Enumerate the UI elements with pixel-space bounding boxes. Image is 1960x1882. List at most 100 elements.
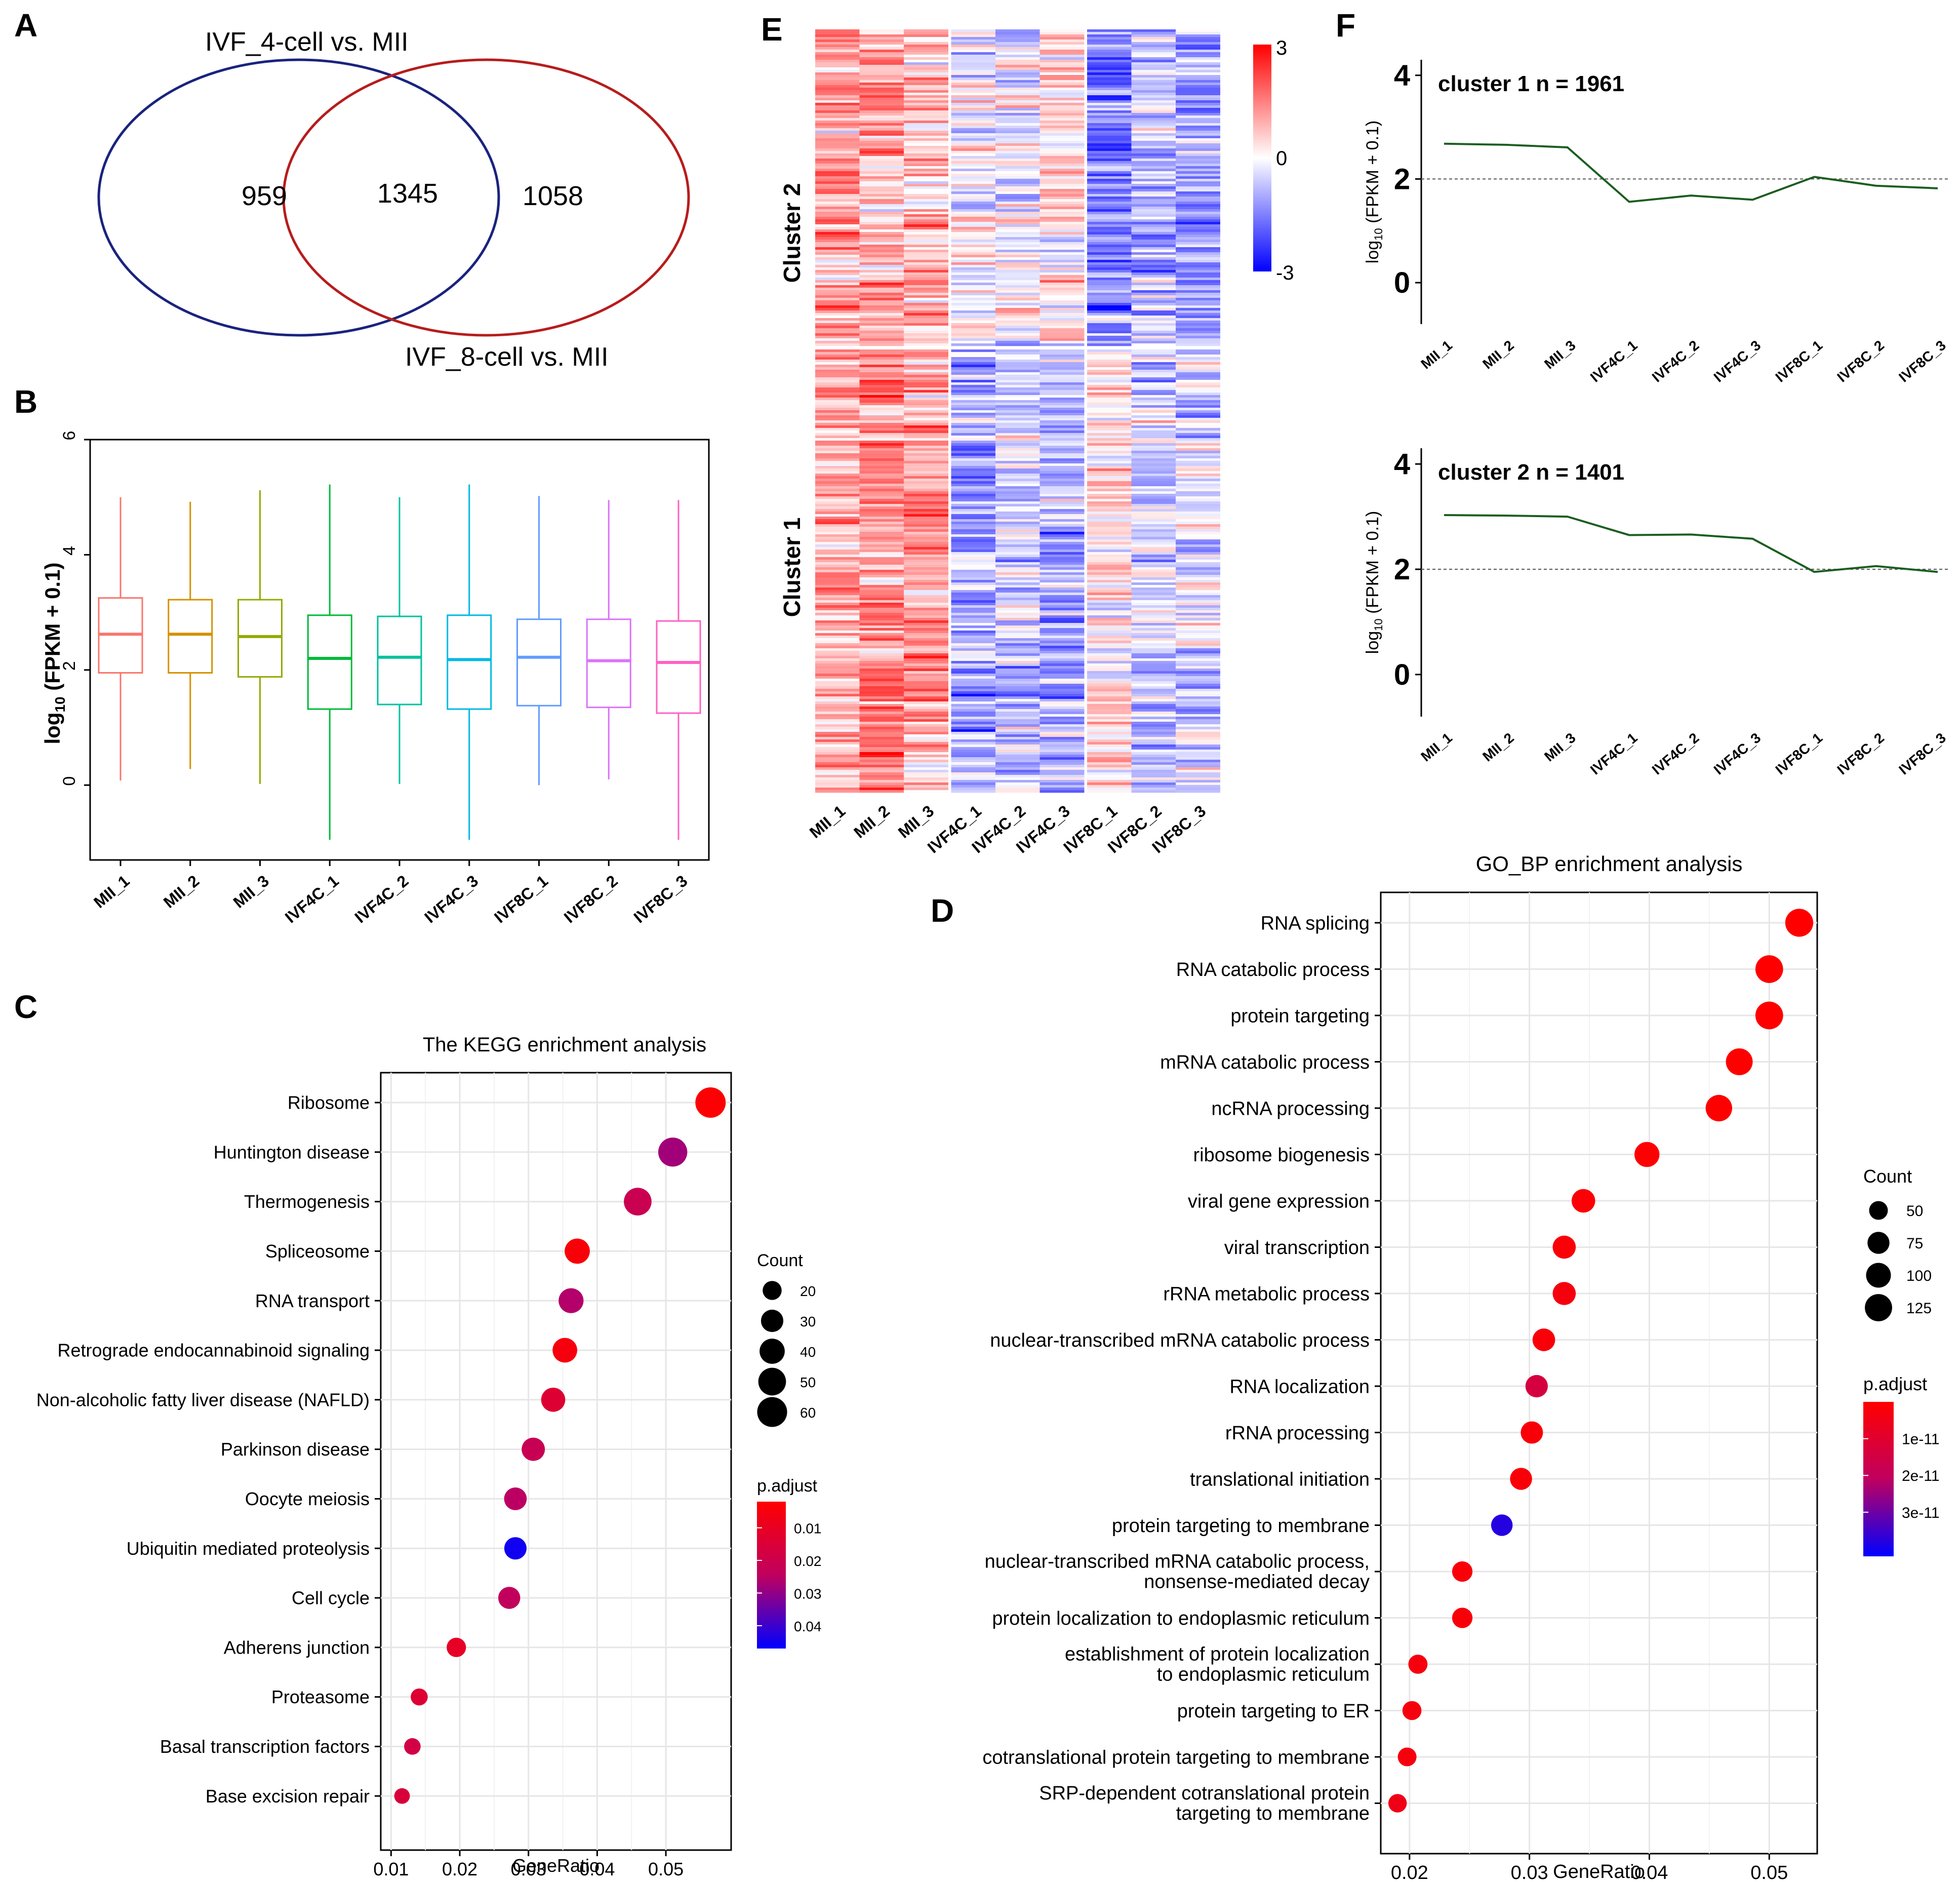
heatmap-cell bbox=[815, 357, 860, 360]
heatmap-cell bbox=[815, 393, 860, 396]
heatmap-cell bbox=[1087, 280, 1132, 283]
line-chart-x-tick-label: MII_3 bbox=[1541, 730, 1579, 765]
heatmap-cell bbox=[1087, 550, 1132, 553]
heatmap-cell bbox=[1087, 456, 1132, 459]
heatmap-cell bbox=[1131, 372, 1176, 375]
heatmap-cell bbox=[951, 527, 996, 530]
heatmap-cell bbox=[1176, 560, 1220, 563]
heatmap-cell bbox=[1176, 257, 1220, 260]
heatmap-cell bbox=[859, 164, 904, 167]
heatmap-cell bbox=[904, 70, 948, 73]
heatmap-cell bbox=[1087, 303, 1132, 306]
heatmap-cell bbox=[904, 428, 948, 431]
heatmap-cell bbox=[859, 333, 904, 336]
heatmap-cell bbox=[859, 189, 904, 192]
heatmap-cell bbox=[904, 362, 948, 365]
heatmap-cell bbox=[1176, 199, 1220, 202]
heatmap-cell bbox=[1131, 420, 1176, 423]
heatmap-cell bbox=[1039, 712, 1085, 715]
heatmap-cell bbox=[904, 298, 948, 301]
line-chart-y-tick-label: 0 bbox=[1394, 658, 1410, 691]
heatmap-cell bbox=[815, 433, 860, 436]
heatmap-cell bbox=[1131, 466, 1176, 469]
heatmap-cell bbox=[995, 257, 1040, 260]
heatmap-cell bbox=[815, 380, 860, 383]
heatmap-cell bbox=[1131, 762, 1176, 765]
heatmap-cell bbox=[1087, 539, 1132, 542]
heatmap-cell bbox=[1039, 772, 1085, 775]
heatmap-cell bbox=[859, 625, 904, 629]
heatmap-cell bbox=[951, 512, 996, 515]
heatmap-cell bbox=[904, 501, 948, 504]
heatmap-cell bbox=[859, 620, 904, 623]
heatmap-cell bbox=[859, 663, 904, 666]
heatmap-cell bbox=[904, 709, 948, 712]
heatmap-cell bbox=[859, 267, 904, 270]
heatmap-cell bbox=[859, 93, 904, 96]
heatmap-cell bbox=[951, 377, 996, 380]
heatmap-cell bbox=[859, 430, 904, 434]
heatmap-cell bbox=[904, 463, 948, 466]
heatmap-cell bbox=[1131, 209, 1176, 212]
heatmap-cell bbox=[815, 582, 860, 585]
heatmap-cell bbox=[815, 242, 860, 245]
heatmap-cell bbox=[1176, 717, 1220, 720]
heatmap-cell bbox=[904, 775, 948, 778]
heatmap-cell bbox=[1039, 47, 1085, 50]
heatmap-cell bbox=[1087, 115, 1132, 119]
heatmap-cell bbox=[951, 732, 996, 735]
heatmap-cell bbox=[1087, 648, 1132, 651]
heatmap-cell bbox=[1087, 257, 1132, 260]
heatmap-cell bbox=[1176, 430, 1220, 434]
heatmap-cell bbox=[815, 562, 860, 565]
heatmap-cell bbox=[815, 214, 860, 217]
heatmap-cell bbox=[995, 539, 1040, 542]
heatmap-cell bbox=[1087, 405, 1132, 408]
heatmap-cell bbox=[815, 550, 860, 553]
heatmap-cell bbox=[859, 77, 904, 81]
heatmap-cell bbox=[1087, 240, 1132, 243]
heatmap-cell bbox=[1039, 608, 1085, 611]
heatmap-cell bbox=[904, 191, 948, 194]
heatmap-cell bbox=[815, 141, 860, 144]
heatmap-cell bbox=[995, 436, 1040, 439]
heatmap-cell bbox=[1176, 729, 1220, 732]
heatmap-cell bbox=[951, 110, 996, 113]
heatmap-cell bbox=[1039, 222, 1085, 225]
heatmap-cell bbox=[995, 448, 1040, 451]
heatmap-cell bbox=[904, 47, 948, 50]
heatmap-cell bbox=[1087, 217, 1132, 220]
heatmap-cell bbox=[815, 625, 860, 629]
heatmap-cell bbox=[1039, 603, 1085, 606]
heatmap-cell bbox=[859, 691, 904, 694]
heatmap-cell bbox=[815, 532, 860, 535]
heatmap-cell bbox=[951, 390, 996, 393]
heatmap-cell bbox=[904, 265, 948, 268]
heatmap-cell bbox=[951, 171, 996, 174]
heatmap-cell bbox=[1131, 504, 1176, 507]
heatmap-cell bbox=[1039, 70, 1085, 73]
heatmap-cell bbox=[815, 328, 860, 331]
heatmap-cell bbox=[1176, 739, 1220, 742]
heatmap-cell bbox=[951, 257, 996, 260]
heatmap-cell bbox=[951, 95, 996, 98]
heatmap-cell bbox=[995, 433, 1040, 436]
heatmap-cell bbox=[1131, 115, 1176, 119]
heatmap-cell bbox=[1131, 780, 1176, 783]
heatmap-cell bbox=[904, 552, 948, 555]
heatmap-cell bbox=[951, 572, 996, 575]
heatmap-cell bbox=[1087, 191, 1132, 194]
heatmap-cell bbox=[1039, 186, 1085, 189]
heatmap-cell bbox=[1087, 512, 1132, 515]
heatmap-cell bbox=[1039, 110, 1085, 113]
heatmap-cell bbox=[1131, 544, 1176, 547]
heatmap-cell bbox=[859, 204, 904, 207]
heatmap-cell bbox=[951, 156, 996, 159]
heatmap-cell bbox=[995, 174, 1040, 177]
heatmap-cell bbox=[1131, 321, 1176, 324]
kegg-title: The KEGG enrichment analysis bbox=[423, 1034, 706, 1056]
line-chart-x-tick-label: IVF4C_1 bbox=[1587, 337, 1641, 385]
heatmap-cell bbox=[951, 232, 996, 235]
heatmap-cell bbox=[904, 278, 948, 281]
